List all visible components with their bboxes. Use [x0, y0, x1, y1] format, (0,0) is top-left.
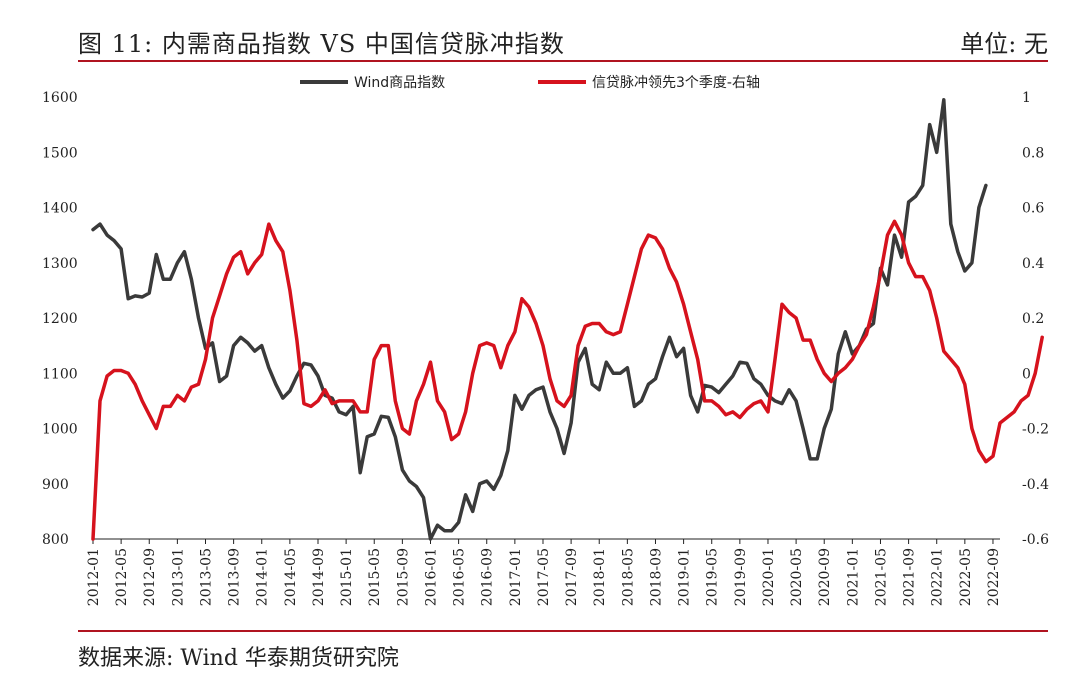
- y-left-tick-label: 800: [42, 532, 69, 548]
- axes: 800 900 1000 1100 1200 1300 1400 1500 1600 -0.6 -0…: [42, 90, 1049, 606]
- x-tick-label: 2018-05: [620, 548, 636, 606]
- y-right-tick-label: -0.6: [1022, 532, 1049, 548]
- x-tick-label: 2022-05: [958, 548, 974, 606]
- title-bar: 图 11: 内需商品指数 VS 中国信贷脉冲指数 单位: 无: [78, 20, 1048, 60]
- x-tick-label: 2014-09: [311, 548, 327, 606]
- x-tick-label: 2015-09: [395, 548, 411, 606]
- x-tick-label: 2020-09: [817, 548, 833, 606]
- x-tick-label: 2022-09: [986, 548, 1002, 606]
- y-right-tick-label: 0.8: [1022, 145, 1044, 161]
- y-left-tick-label: 1000: [42, 422, 78, 438]
- x-tick-label: 2019-09: [733, 548, 749, 606]
- y-left-tick-label: 1300: [42, 256, 78, 272]
- x-tick-label: 2021-01: [845, 548, 861, 606]
- y-left-tick-label: 1100: [42, 366, 78, 382]
- x-tick-label: 2019-05: [705, 548, 721, 606]
- unit-label: 单位: 无: [960, 30, 1048, 58]
- x-tick-label: 2012-05: [114, 548, 130, 606]
- y-right-tick-label: 0.4: [1022, 256, 1044, 272]
- y-right-tick-label: -0.2: [1022, 422, 1049, 438]
- legend-label-wind: Wind商品指数: [354, 75, 445, 91]
- bottom-rule: [78, 630, 1048, 632]
- series-layer: [91, 98, 1044, 541]
- x-tick-label: 2016-05: [452, 548, 468, 606]
- x-tick-label: 2020-01: [761, 548, 777, 606]
- y-right-tick-label: 1: [1022, 90, 1031, 106]
- x-tick-label: 2013-01: [170, 548, 186, 606]
- x-tick-label: 2012-09: [142, 548, 158, 606]
- x-tick-label: 2016-09: [480, 548, 496, 606]
- y-right-tick-label: 0.6: [1022, 201, 1044, 217]
- x-tick-label: 2021-05: [873, 548, 889, 606]
- x-tick-label: 2015-01: [339, 548, 355, 606]
- x-tick-label: 2019-01: [677, 548, 693, 606]
- x-tick-label: 2014-01: [255, 548, 271, 606]
- x-tick-label: 2017-05: [536, 548, 552, 606]
- y-right-tick-label: 0.2: [1022, 311, 1044, 327]
- x-tick-label: 2013-05: [198, 548, 214, 606]
- x-tick-label: 2017-01: [508, 548, 524, 606]
- x-tick-label: 2022-01: [930, 548, 946, 606]
- y-left-tick-label: 1200: [42, 311, 78, 327]
- y-left-tick-label: 1500: [42, 145, 78, 161]
- series-line-credit-impulse: [91, 219, 1044, 541]
- legend-label-credit: 信贷脉冲领先3个季度-右轴: [592, 75, 760, 91]
- x-tick-label: 2021-09: [902, 548, 918, 606]
- line-chart: Wind商品指数 信贷脉冲领先3个季度-右轴 800 900 1000 1100 1200…: [42, 75, 1049, 606]
- figure-title: 图 11: 内需商品指数 VS 中国信贷脉冲指数: [78, 30, 565, 58]
- x-tick-label: 2016-01: [423, 548, 439, 606]
- x-tick-label: 2015-05: [367, 548, 383, 606]
- x-tick-label: 2018-01: [592, 548, 608, 606]
- x-tick-label: 2012-01: [86, 548, 102, 606]
- y-right-tick-label: 0: [1022, 366, 1031, 382]
- legend: Wind商品指数 信贷脉冲领先3个季度-右轴: [300, 75, 760, 91]
- x-tick-label: 2020-05: [789, 548, 805, 606]
- x-tick-label: 2017-09: [564, 548, 580, 606]
- y-left-tick-label: 1400: [42, 201, 78, 217]
- source-note: 数据来源: Wind 华泰期货研究院: [78, 646, 399, 671]
- x-tick-label: 2018-09: [648, 548, 664, 606]
- x-tick-label: 2014-05: [283, 548, 299, 606]
- y-left-tick-label: 900: [42, 477, 69, 493]
- y-right-tick-label: -0.4: [1022, 477, 1049, 493]
- x-tick-label: 2013-09: [227, 548, 243, 606]
- y-left-tick-label: 1600: [42, 90, 78, 106]
- top-rule: [78, 60, 1048, 62]
- series-line-wind-commodity: [91, 98, 988, 541]
